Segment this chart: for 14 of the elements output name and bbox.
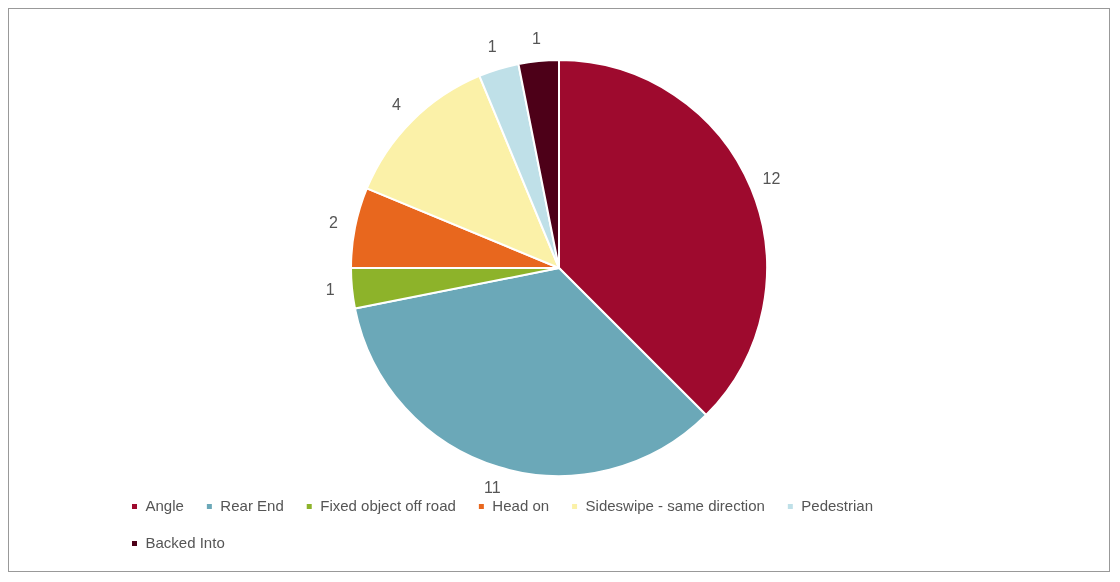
data-label: 11 [483, 478, 501, 496]
data-label: 12 [762, 170, 781, 188]
legend-label: Sideswipe - same direction [585, 496, 765, 514]
legend-label: Fixed object off road [320, 496, 456, 514]
legend-label: Head on [492, 496, 550, 514]
legend-label: Pedestrian [801, 496, 874, 514]
data-label: 1 [325, 280, 335, 298]
data-label: 1 [532, 29, 541, 47]
data-label: 4 [391, 95, 401, 113]
legend-label: Rear End [220, 496, 284, 514]
data-label: 1 [487, 38, 497, 56]
legend-label: Angle [145, 496, 184, 514]
data-label: 2 [328, 213, 338, 231]
legend-label: Backed Into [145, 533, 225, 551]
